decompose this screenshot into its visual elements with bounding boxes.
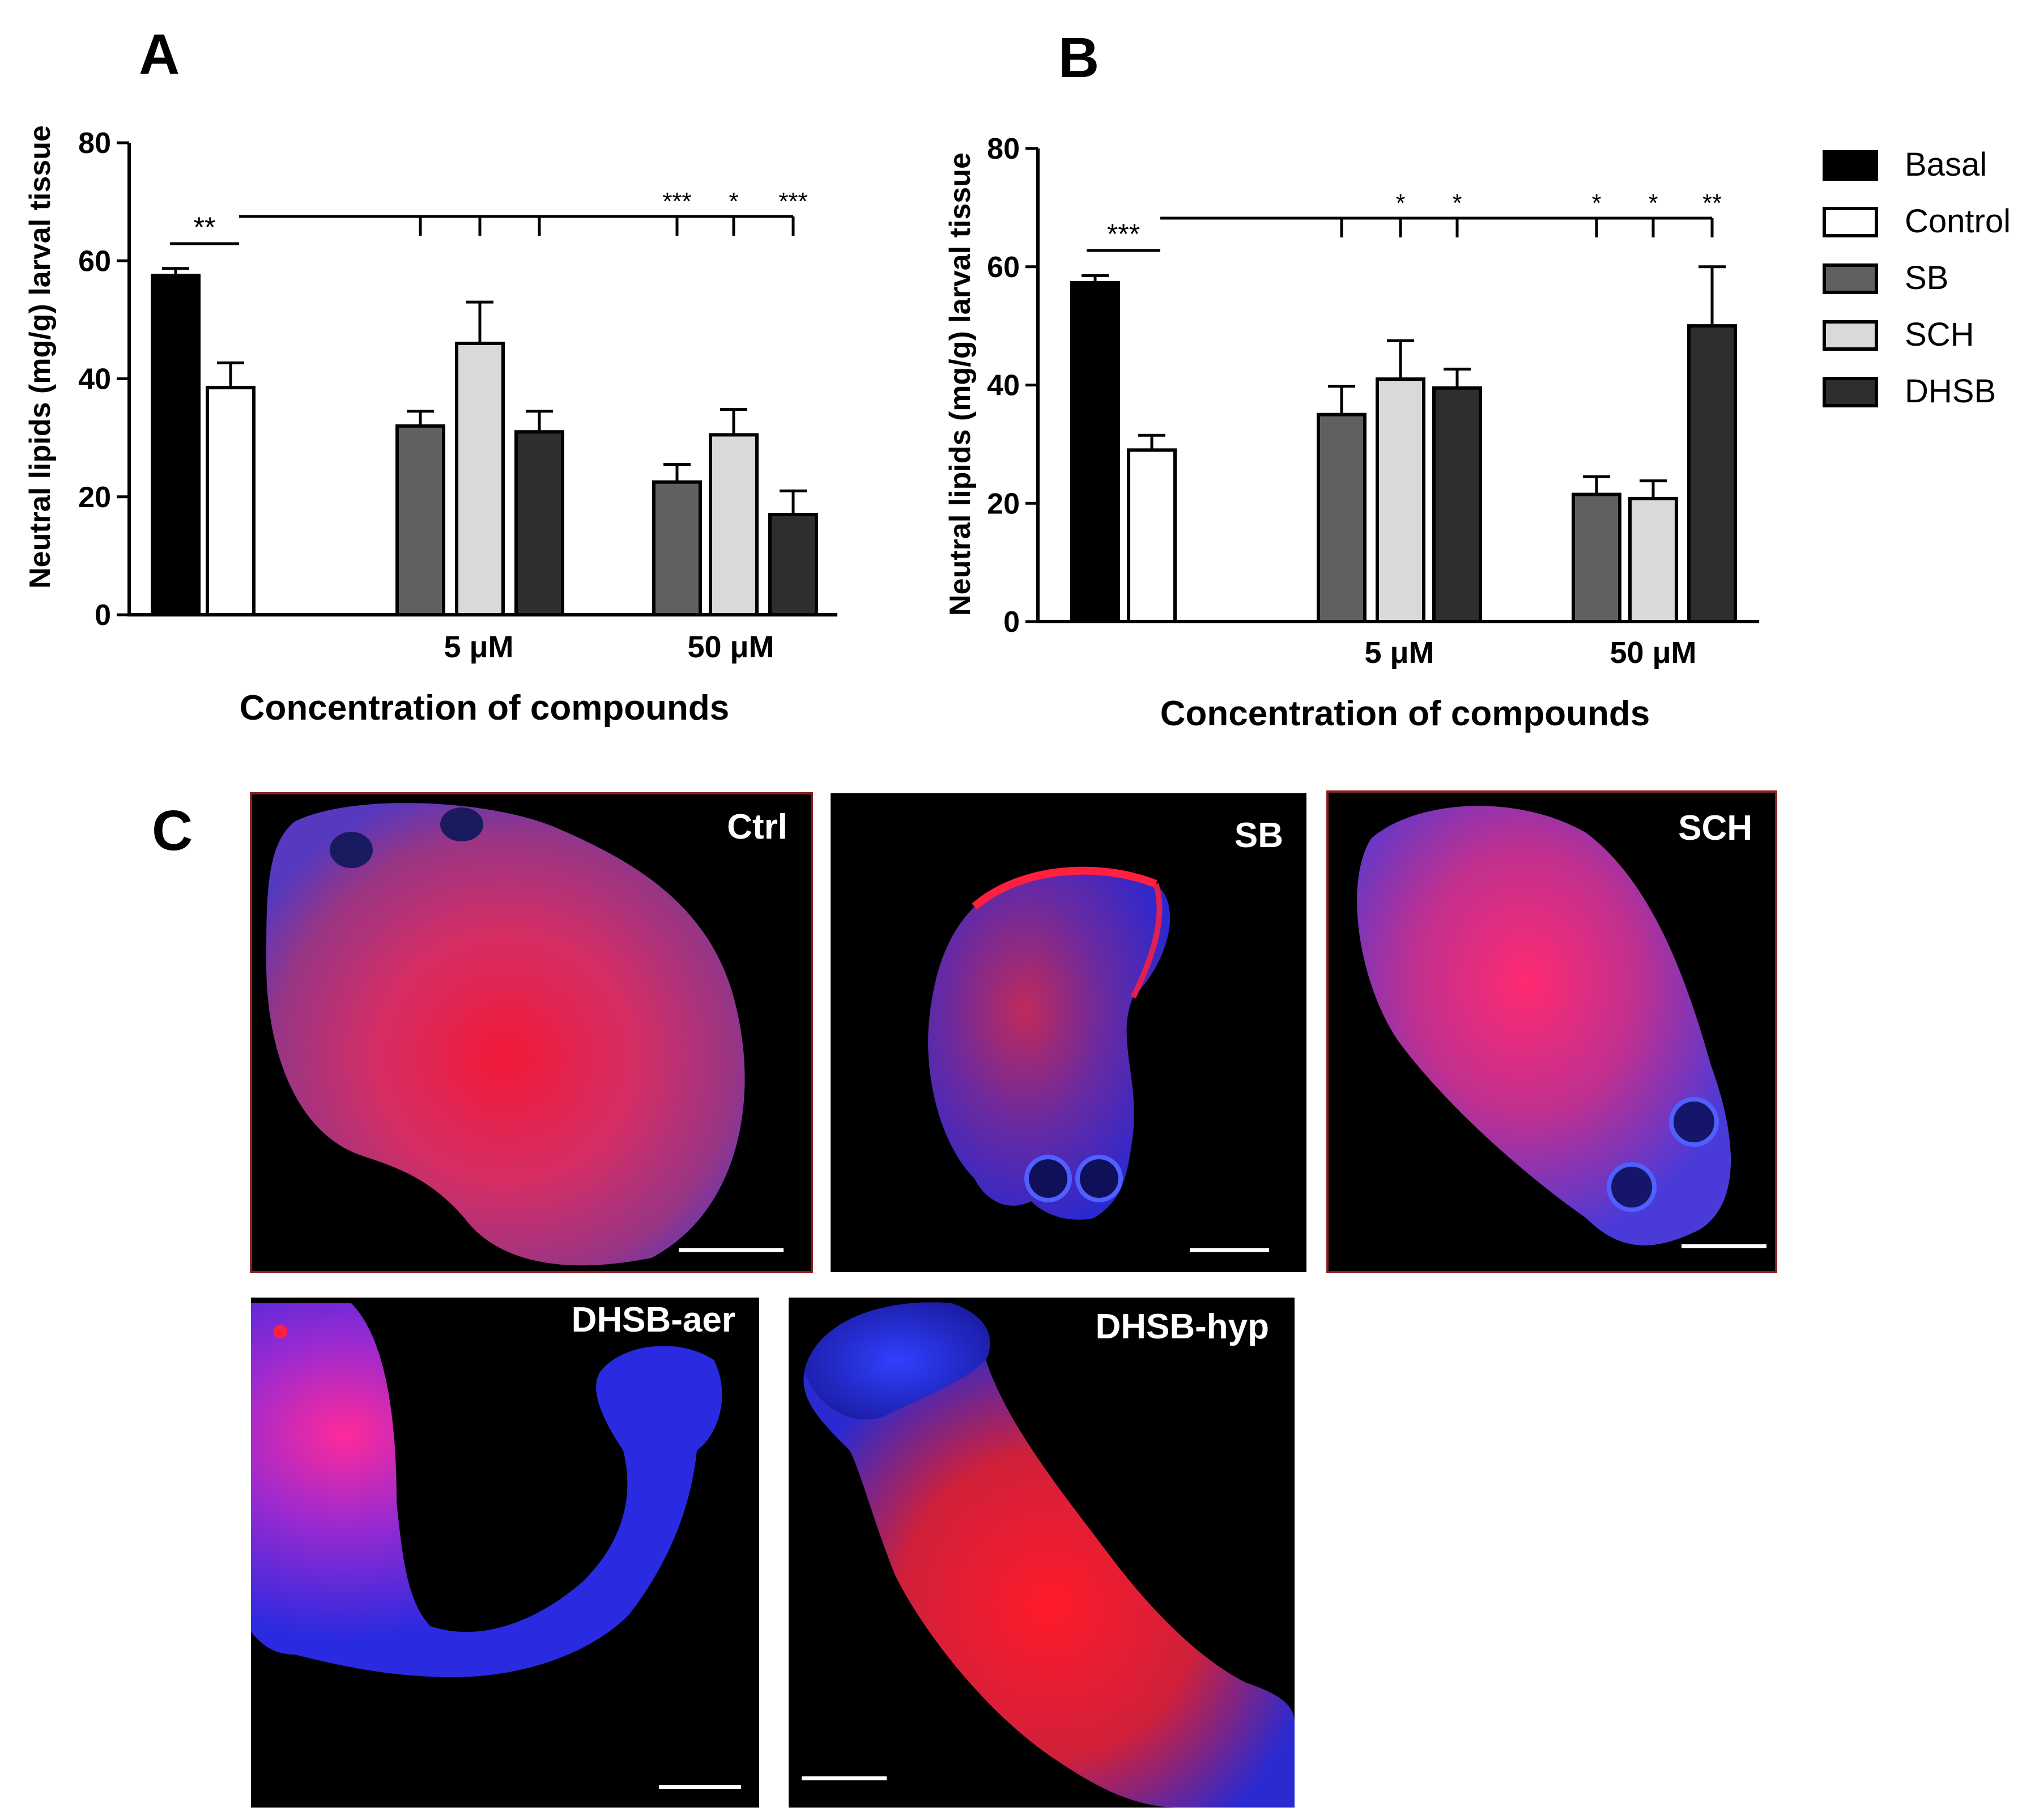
chart-a-group-label: 50 μM (687, 630, 774, 664)
chart-a-bar-sch (709, 433, 759, 616)
chart-b-bar-sb (1317, 413, 1367, 623)
chart-b-pair-stars: *** (1107, 218, 1140, 250)
chart-a-bracket-stars: * (729, 188, 738, 215)
micrographs: Ctrl SB SCH DHSB-aer (250, 790, 1777, 1808)
chart-a-bracket-stars: *** (778, 188, 807, 215)
chart-a-pair-stars: ** (194, 211, 216, 243)
chart-a-ylabel: Neutral lipids (mg/g) larval tissue (24, 125, 57, 589)
micrograph-dhsb-aer: DHSB-aer (251, 1298, 759, 1808)
chart-b-bar-dhsb (1432, 386, 1482, 623)
chart-b-ytick-label: 20 (987, 487, 1020, 520)
micrograph-label-dhsb-aer: DHSB-aer (572, 1300, 735, 1340)
chart-b-ytick-label: 80 (987, 133, 1020, 165)
ctrl-specimen (266, 803, 745, 1266)
chart-b-ytick-label: 0 (1003, 606, 1020, 639)
chart-b-ytick-label: 60 (987, 251, 1020, 284)
chart-b-group-label: 5 μM (1364, 636, 1434, 670)
chart-b-ytick-label: 40 (987, 369, 1020, 402)
chart-b-bar-sb (1572, 492, 1621, 623)
chart-a-group-label: 5 μM (444, 630, 513, 664)
micrograph-label-ctrl: Ctrl (727, 807, 787, 847)
legend-label-sch: SCH (1905, 316, 1974, 353)
legend-label-control: Control (1905, 203, 2011, 240)
chart-b-bracket-stars: * (1591, 189, 1601, 217)
legend: Basal Control SB SCH DHSB (1823, 146, 2011, 410)
micrograph-ctrl: Ctrl (250, 792, 813, 1273)
chart-b-bar-dhsb (1687, 324, 1737, 623)
micrograph-label-sb: SB (1235, 816, 1283, 855)
micrograph-label-sch: SCH (1678, 809, 1752, 848)
chart-a-bar-sb (652, 480, 702, 616)
chart-b-bracket-stars: ** (1702, 189, 1722, 217)
chart-a-ytick-label: 40 (78, 363, 111, 396)
micrograph-label-dhsb-hyp: DHSB-hyp (1095, 1307, 1269, 1346)
scale-bar (1190, 1248, 1269, 1252)
dhsb-hyp-specimen (803, 1302, 1295, 1808)
chart-a-ytick-label: 20 (78, 481, 111, 514)
chart-a-bar-sb (395, 424, 445, 616)
chart-a-bar-dhsb (514, 430, 564, 617)
chart-b-bar-sch (1376, 377, 1425, 623)
legend-swatch-sb (1823, 263, 1878, 294)
scale-bar (802, 1776, 887, 1780)
chart-a-xlabel: Concentration of compounds (240, 688, 730, 728)
micrograph-dhsb-hyp: DHSB-hyp (789, 1298, 1295, 1808)
scale-bar (679, 1248, 784, 1252)
chart-b-ylabel: Neutral lipids (mg/g) larval tissue (944, 152, 977, 616)
chart-a-bar-basal (151, 274, 201, 616)
chart-b-bar-basal (1070, 280, 1120, 623)
chart-a-bracket-stars: *** (662, 188, 691, 215)
legend-swatch-control (1823, 207, 1878, 237)
chart-a-bar-control (206, 386, 256, 617)
chart-a-bar-sch (455, 342, 505, 617)
chart-b-bracket-stars: * (1452, 189, 1462, 217)
scale-bar (1682, 1244, 1766, 1248)
panel-letter-c: C (152, 799, 193, 862)
chart-b-group-label: 50 μM (1610, 636, 1696, 670)
panel-letter-b: B (1058, 26, 1099, 90)
chart-a-bar-dhsb (768, 512, 818, 616)
chart-a-ytick-label: 60 (78, 245, 111, 278)
chart-b-bracket-stars: * (1648, 189, 1658, 217)
micrograph-sch: SCH (1326, 790, 1777, 1273)
chart-b-xlabel: Concentration of compounds (1160, 694, 1650, 733)
micrograph-sb: SB (831, 793, 1306, 1272)
legend-swatch-sch (1823, 320, 1878, 351)
chart-b-bar-control (1127, 448, 1177, 623)
chart-b-bracket-stars: * (1395, 189, 1405, 217)
legend-label-dhsb: DHSB (1905, 373, 1996, 410)
sch-specimen (1357, 806, 1731, 1245)
chart-a-ytick-label: 0 (95, 599, 111, 632)
legend-label-basal: Basal (1905, 146, 1987, 183)
dhsb-aer-specimen (251, 1303, 722, 1677)
chart-b-bar-sch (1628, 496, 1678, 624)
sb-specimen (928, 870, 1170, 1220)
legend-swatch-basal (1823, 150, 1878, 181)
legend-swatch-dhsb (1823, 377, 1878, 407)
chart-a-ytick-label: 80 (78, 127, 111, 160)
legend-label-sb: SB (1905, 260, 1948, 296)
panel-letter-a: A (139, 23, 180, 86)
scale-bar (659, 1785, 741, 1789)
